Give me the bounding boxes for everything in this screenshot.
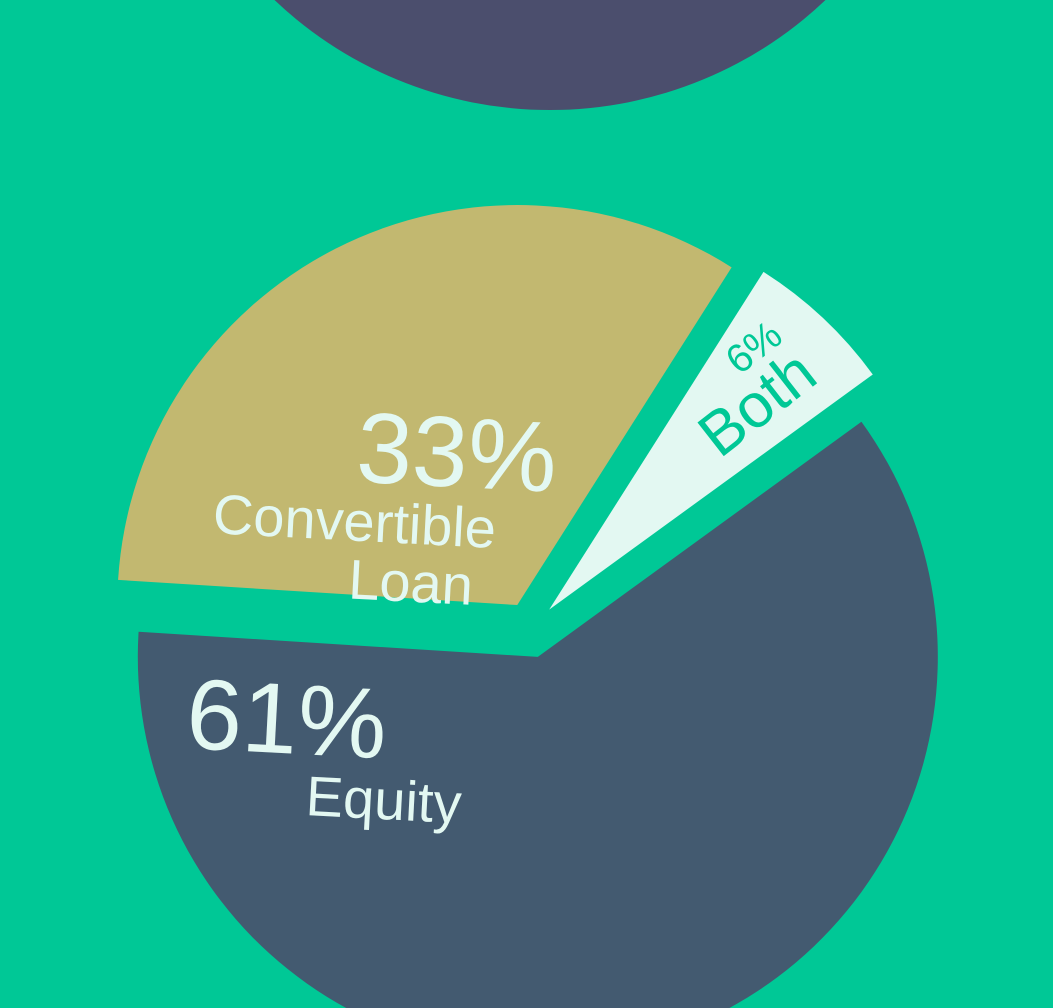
pie-slice: [118, 205, 732, 606]
value-label: 61%: [184, 658, 390, 780]
category-label: Equity: [304, 764, 463, 835]
category-label: ConvertibleLoan: [208, 482, 497, 618]
pie-slice: [549, 271, 873, 610]
pie-slice: [137, 421, 938, 1008]
decorative-circle: [274, 0, 826, 110]
value-label: 33%: [354, 392, 560, 514]
